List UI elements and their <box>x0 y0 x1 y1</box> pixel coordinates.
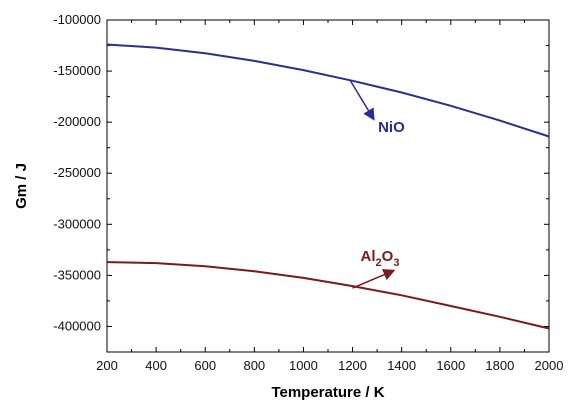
y-axis-title: Gm / J <box>13 163 30 209</box>
x-tick-label: 1200 <box>338 358 367 373</box>
x-tick-label: 800 <box>243 358 265 373</box>
x-tick-label: 1400 <box>387 358 416 373</box>
y-tick-label: -200000 <box>53 114 101 129</box>
x-tick-label: 200 <box>96 358 118 373</box>
x-tick-label: 400 <box>145 358 167 373</box>
y-tick-label: -400000 <box>53 318 101 333</box>
series-group <box>106 43 550 330</box>
x-axis-title: Temperature / K <box>271 384 384 401</box>
y-axis-ticks: -100000 -150000 -200000 -250000 -300000 -3500… <box>53 12 549 353</box>
al2o3-annotation-arrow <box>352 269 396 289</box>
al2o3-label: Al2O3 <box>361 248 400 269</box>
x-tick-label: 1600 <box>436 358 465 373</box>
series-line-al2o3 <box>106 261 550 330</box>
plot-frame <box>106 19 550 353</box>
x-tick-label: 1800 <box>485 358 514 373</box>
y-tick-label: -250000 <box>53 165 101 180</box>
nio-annotation-arrow <box>349 79 375 121</box>
annotations-group: NiO Al2O3 <box>349 79 405 289</box>
y-tick-label: -300000 <box>53 216 101 231</box>
x-tick-label: 600 <box>194 358 216 373</box>
nio-label: NiO <box>378 119 405 136</box>
x-tick-label: 1000 <box>289 358 318 373</box>
x-axis-ticks: 200 400 600 800 1000 1200 1400 1600 1800 2000 <box>96 20 563 373</box>
y-tick-label: -350000 <box>53 267 101 282</box>
y-tick-label: -100000 <box>53 12 101 27</box>
x-tick-label: 2000 <box>535 358 564 373</box>
y-tick-label: -150000 <box>53 63 101 78</box>
series-line-nio <box>106 43 550 138</box>
